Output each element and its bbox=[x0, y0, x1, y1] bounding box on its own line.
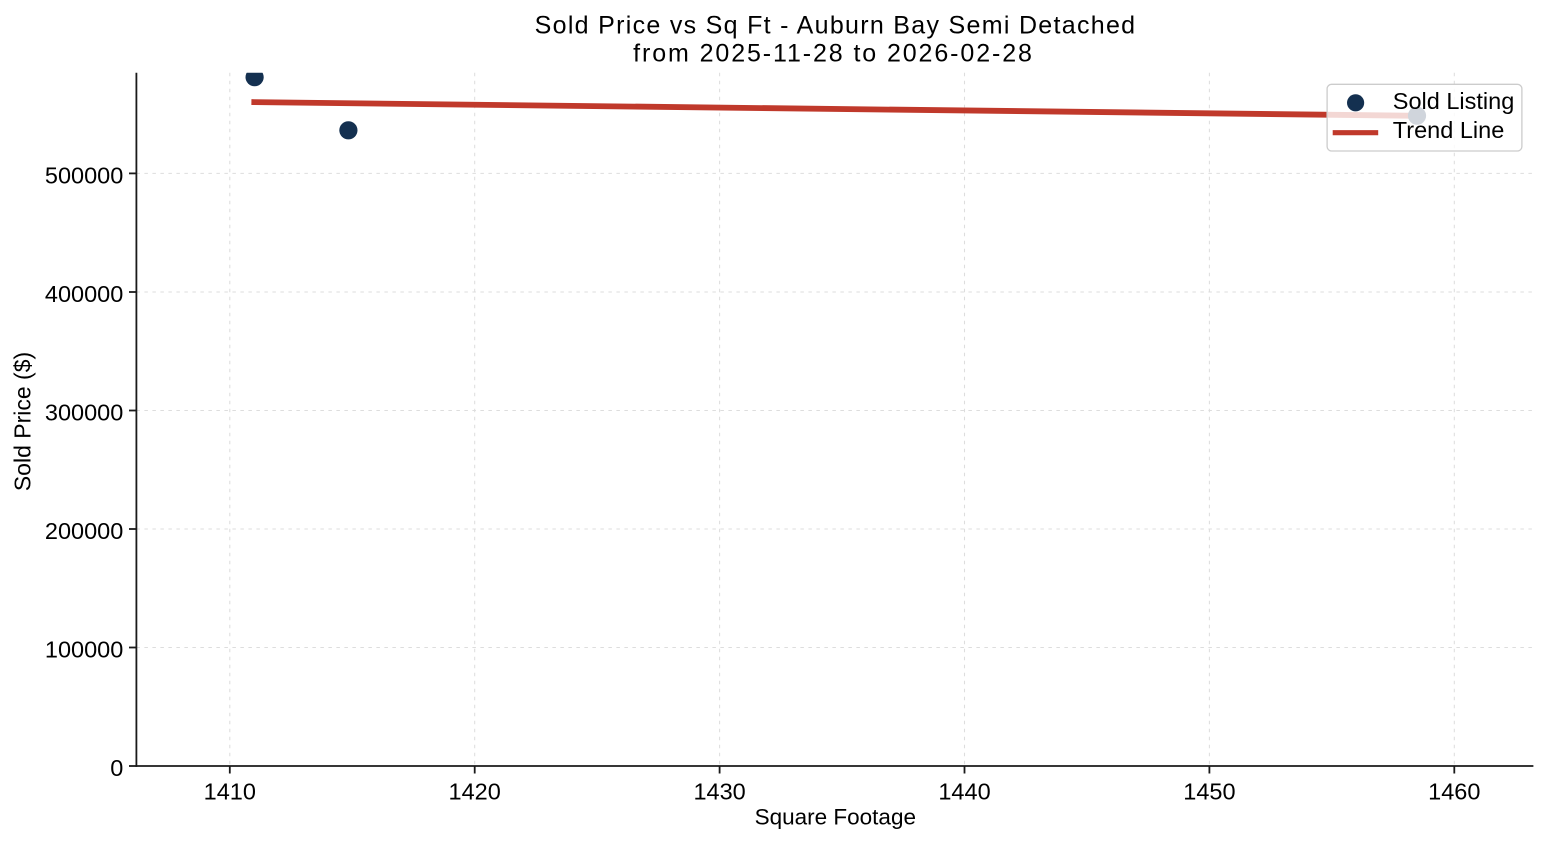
svg-text:1460: 1460 bbox=[1428, 779, 1480, 805]
svg-text:1440: 1440 bbox=[938, 779, 990, 805]
svg-text:Square Footage: Square Footage bbox=[755, 805, 916, 830]
svg-text:1420: 1420 bbox=[449, 779, 501, 805]
svg-text:Sold Price ($): Sold Price ($) bbox=[9, 352, 35, 491]
svg-text:200000: 200000 bbox=[45, 518, 123, 544]
svg-text:1430: 1430 bbox=[693, 779, 745, 805]
svg-text:Sold Listing: Sold Listing bbox=[1393, 88, 1515, 114]
svg-text:100000: 100000 bbox=[45, 637, 123, 663]
svg-text:Trend Line: Trend Line bbox=[1393, 117, 1504, 143]
svg-text:from 2025-11-28 to 2026-02-28: from 2025-11-28 to 2026-02-28 bbox=[633, 39, 1034, 67]
svg-text:300000: 300000 bbox=[45, 400, 123, 426]
svg-text:1450: 1450 bbox=[1183, 779, 1235, 805]
svg-text:500000: 500000 bbox=[45, 163, 123, 189]
svg-text:400000: 400000 bbox=[45, 281, 123, 307]
svg-text:Sold Price vs Sq Ft - Auburn B: Sold Price vs Sq Ft - Auburn Bay Semi De… bbox=[535, 12, 1137, 40]
svg-text:0: 0 bbox=[110, 755, 123, 781]
svg-text:1410: 1410 bbox=[204, 779, 256, 805]
